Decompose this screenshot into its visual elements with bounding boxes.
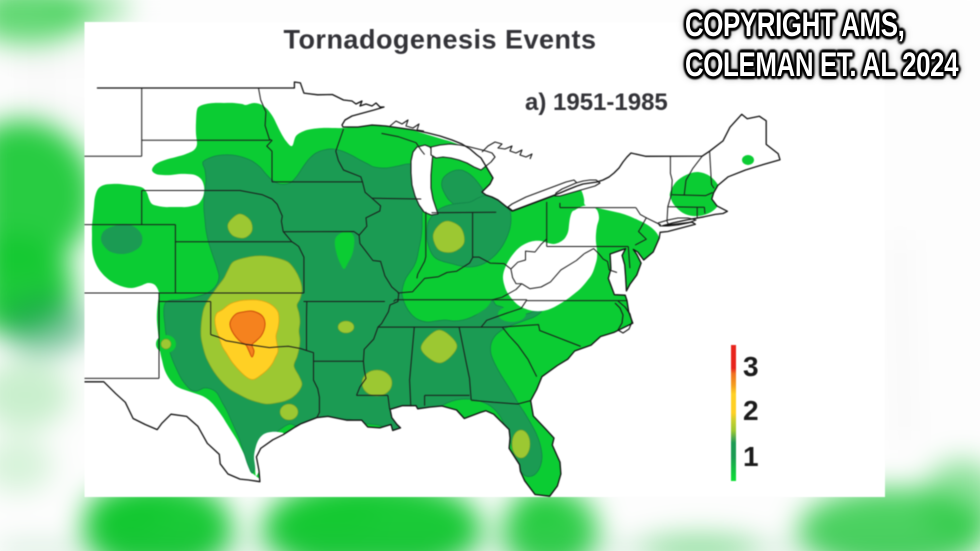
svg-text:a) 1951-1985: a) 1951-1985 xyxy=(525,89,668,116)
svg-text:2: 2 xyxy=(743,395,759,426)
svg-text:3: 3 xyxy=(743,351,759,382)
svg-text:1: 1 xyxy=(743,441,759,472)
svg-text:Tornadogenesis Events: Tornadogenesis Events xyxy=(283,25,596,55)
